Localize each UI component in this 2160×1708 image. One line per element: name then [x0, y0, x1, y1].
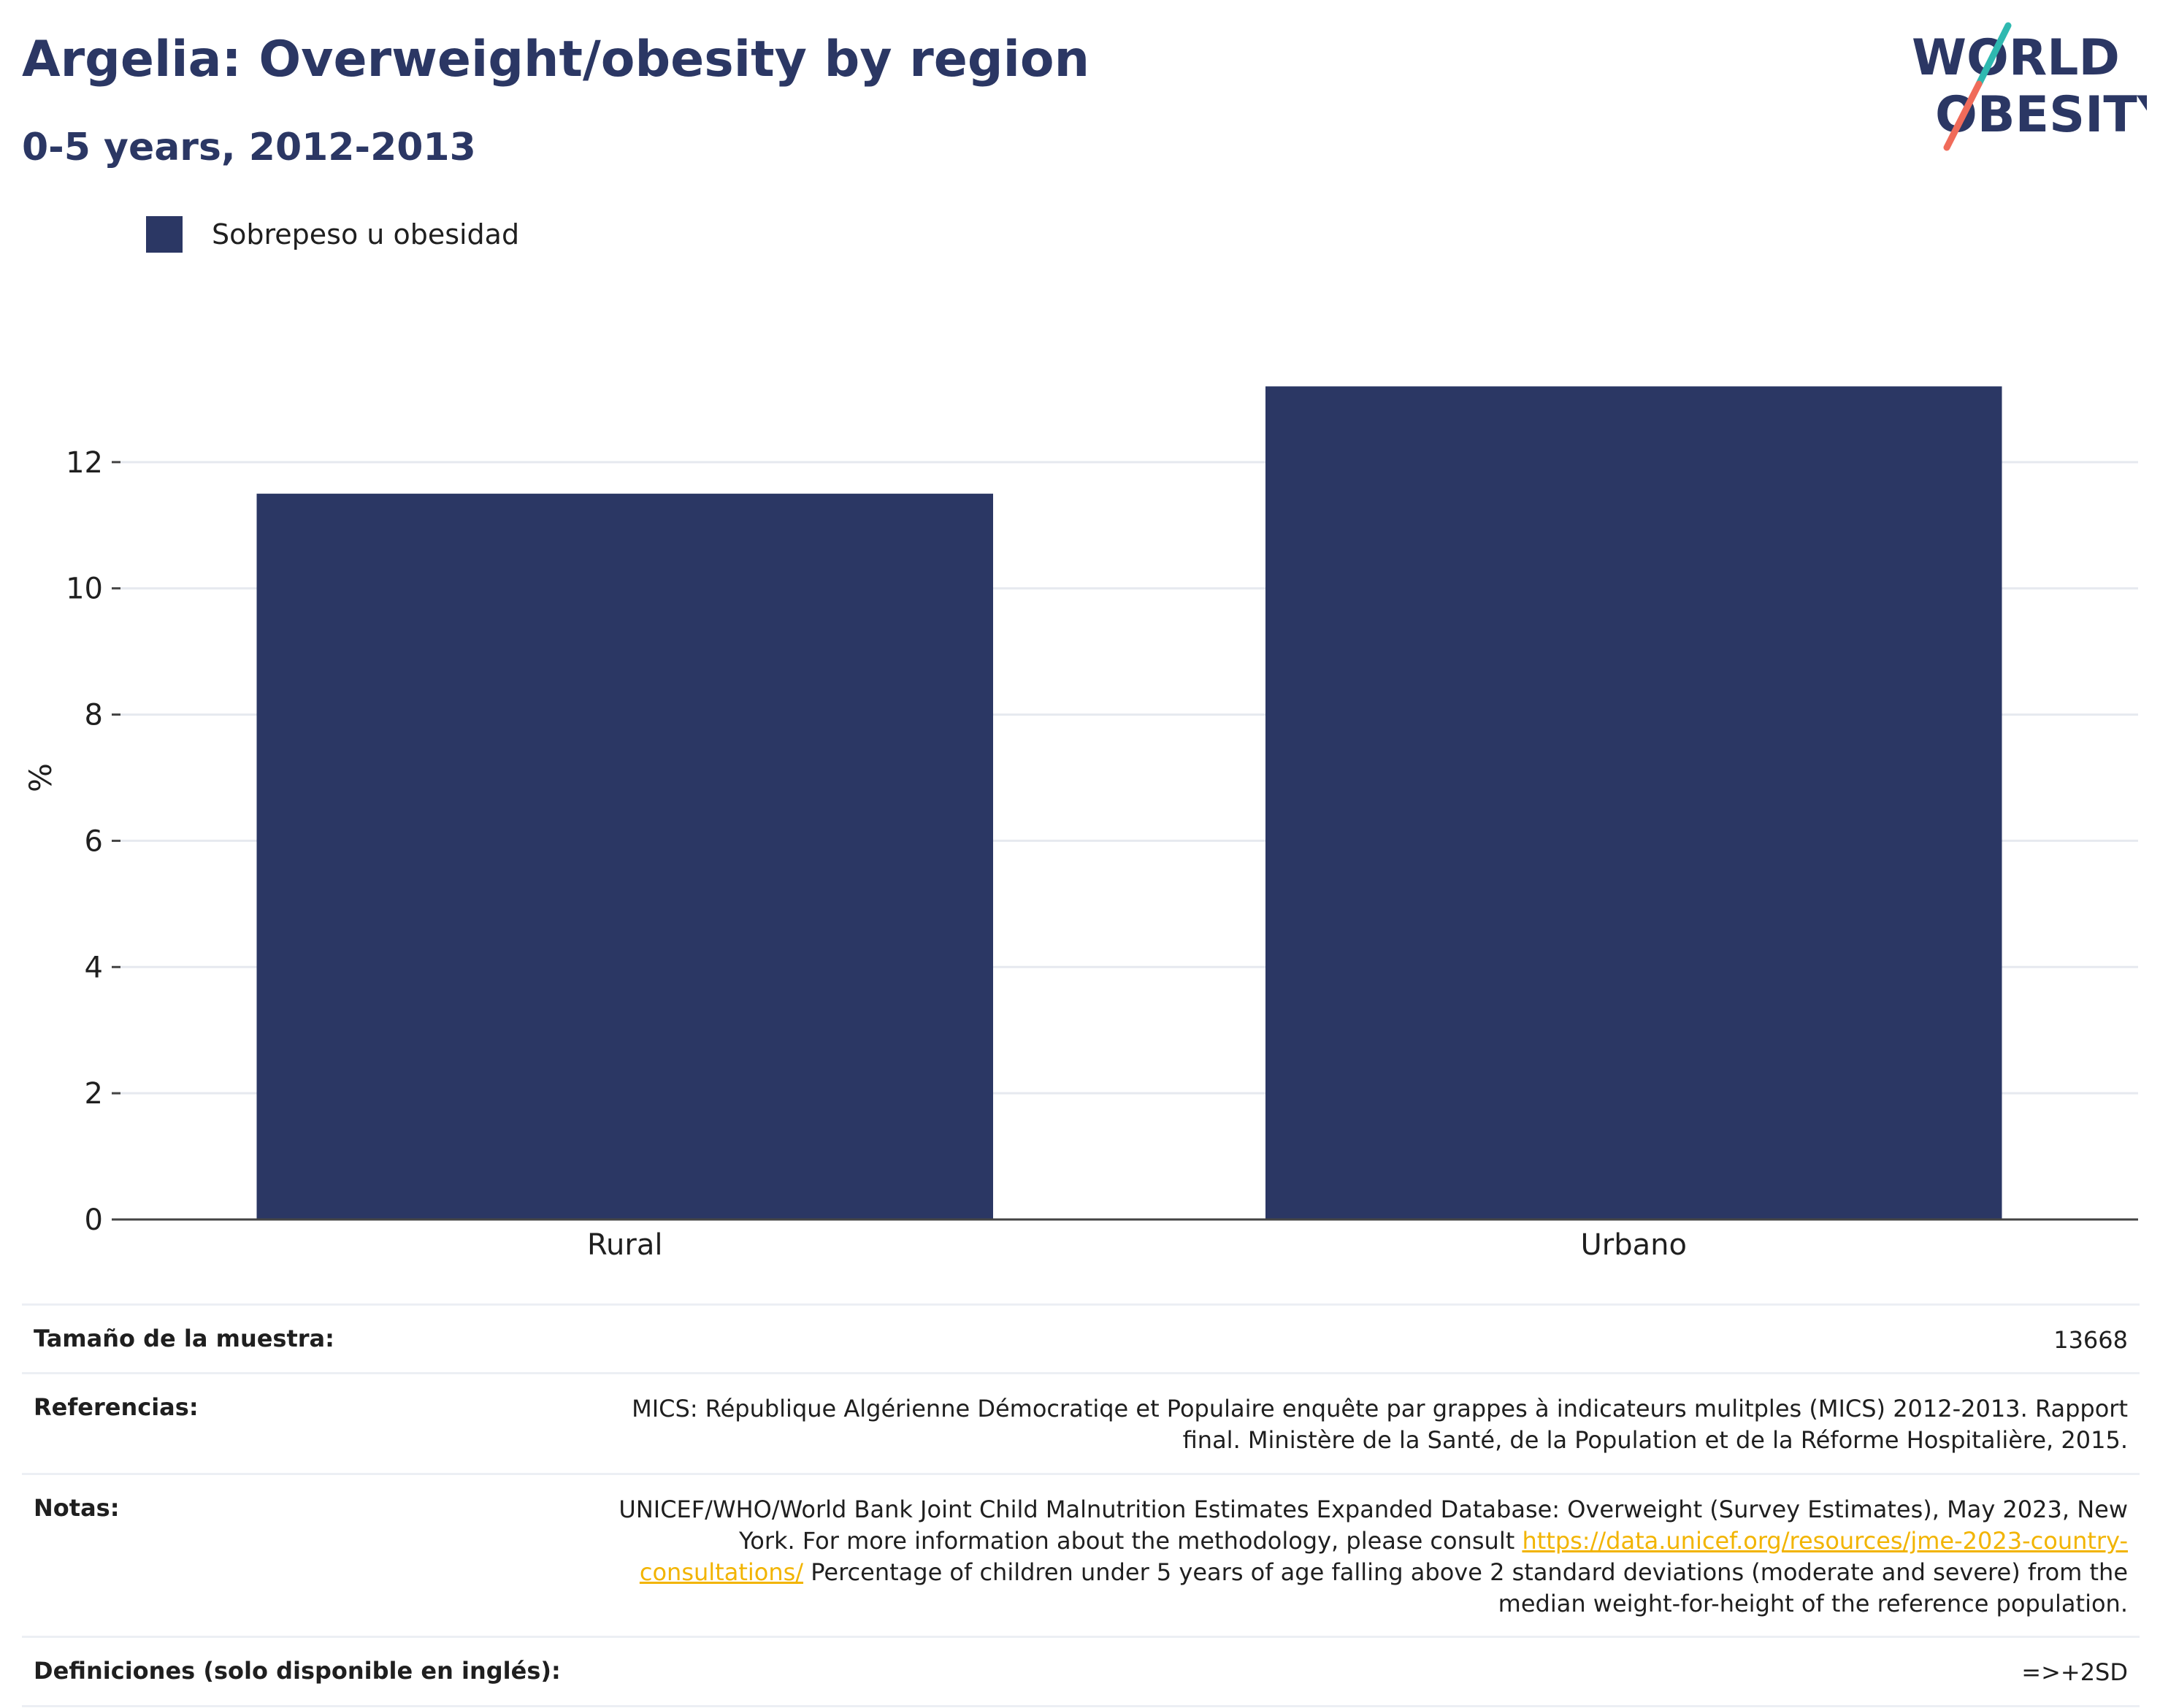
chart-subtitle: 0-5 years, 2012-2013	[22, 126, 476, 169]
notes-value: UNICEF/WHO/World Bank Joint Child Malnut…	[594, 1494, 2128, 1620]
notes-text-2: Percentage of children under 5 years of …	[811, 1558, 2128, 1618]
category-label: Urbano	[1581, 1228, 1687, 1262]
category-label: Rural	[587, 1228, 662, 1262]
y-tick-label: 12	[66, 446, 103, 480]
bars	[256, 386, 2002, 1220]
y-tick-label: 8	[85, 699, 103, 732]
logo-slash-bottom	[1943, 80, 1983, 151]
bar-rural[interactable]	[256, 494, 993, 1219]
info-row-sample: Tamaño de la muestra: 13668	[22, 1303, 2140, 1372]
logo-line1: WORLD	[1912, 29, 2120, 87]
chart-legend[interactable]: Sobrepeso u obesidad	[146, 216, 519, 253]
bar-urbano[interactable]	[1265, 386, 2002, 1220]
legend-swatch	[146, 216, 183, 253]
bar-chart: 0 2 4 6 8 10 12 Rural Urbano %	[23, 386, 2138, 1262]
y-tick-label: 10	[66, 572, 103, 606]
y-tick-label: 0	[85, 1203, 103, 1237]
info-row-references: Referencias: MICS: République Algérienne…	[22, 1372, 2140, 1472]
y-tick-label: 6	[85, 824, 103, 858]
references-value: MICS: République Algérienne Démocratiqe …	[632, 1395, 2128, 1455]
sample-value: 13668	[2053, 1326, 2128, 1354]
info-table: Tamaño de la muestra: 13668 Referencias:…	[22, 1303, 2140, 1707]
info-row-notes: Notas: UNICEF/WHO/World Bank Joint Child…	[22, 1472, 2140, 1636]
y-tick-label: 2	[85, 1077, 103, 1111]
y-tick-label: 4	[85, 951, 103, 984]
chart-title: Argelia: Overweight/obesity by region	[22, 31, 1090, 88]
references-label: Referencias:	[34, 1393, 199, 1422]
category-labels: Rural Urbano	[587, 1228, 1687, 1262]
notes-label: Notas:	[34, 1493, 120, 1522]
definitions-value: =>+2SD	[2021, 1658, 2128, 1687]
info-row-definitions: Definiciones (solo disponible en inglés)…	[22, 1636, 2140, 1707]
logo-slash-top	[1975, 22, 2012, 88]
y-tick-labels: 0 2 4 6 8 10 12	[66, 446, 120, 1237]
notes-link[interactable]: https://data.unicef.org/resources/jme-20…	[639, 1526, 2128, 1586]
definitions-label: Definiciones (solo disponible en inglés)…	[34, 1657, 561, 1685]
sample-label: Tamaño de la muestra:	[34, 1325, 334, 1352]
notes-text-1: UNICEF/WHO/World Bank Joint Child Malnut…	[618, 1495, 2128, 1555]
legend-label: Sobrepeso u obesidad	[212, 218, 520, 250]
world-obesity-logo: WORLD OBESITY	[1912, 22, 2147, 151]
y-axis-label: %	[23, 763, 58, 792]
